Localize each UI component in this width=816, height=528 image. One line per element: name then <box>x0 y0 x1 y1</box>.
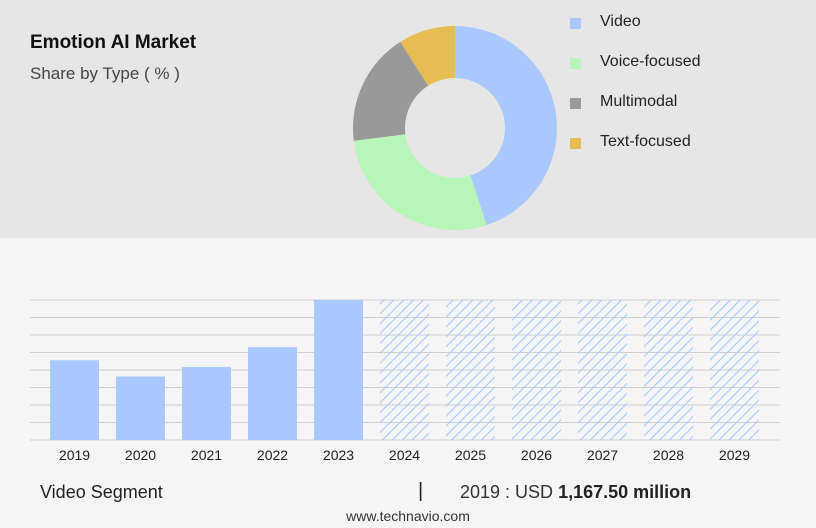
bar-chart: 2019 2020 2021 2022 2023 2024 2025 2026 2027 2028… <box>30 299 780 463</box>
donut-slice-video <box>455 26 558 226</box>
legend-swatch-video <box>570 18 581 29</box>
footer-value-prefix: 2019 : USD <box>460 482 554 502</box>
footer-segment-label: Video Segment <box>40 482 163 502</box>
footer-value-amount: 1,167.50 million <box>558 482 692 502</box>
bar-forecast-2028 <box>644 300 693 440</box>
donut-slice-voice-focused <box>353 134 487 231</box>
x-tick-label-2020: 2020 <box>125 447 156 463</box>
x-tick-label-2021: 2021 <box>191 447 222 463</box>
legend-swatch-text-focused <box>570 138 581 149</box>
bar-2022 <box>248 347 297 440</box>
x-tick-label-2019: 2019 <box>59 447 90 463</box>
footer-value: 2019 : USD 1,167.50 million <box>460 482 691 503</box>
watermark: www.technavio.com <box>346 508 470 524</box>
x-tick-label-2029: 2029 <box>719 447 750 463</box>
donut-slice-text-focused <box>400 26 455 86</box>
donut-chart <box>352 26 558 231</box>
x-tick-label-2023: 2023 <box>323 447 354 463</box>
x-tick-label-2028: 2028 <box>653 447 684 463</box>
chart-subtitle: Share by Type ( % ) <box>30 64 180 83</box>
legend-swatch-voice-focused <box>570 58 581 69</box>
legend-label-text-focused: Text-focused <box>600 133 691 150</box>
bar-forecast-2024 <box>380 300 429 440</box>
x-tick-label-2024: 2024 <box>389 447 420 463</box>
bar-2019 <box>50 360 99 440</box>
legend-swatch-multimodal <box>570 98 581 109</box>
bar-forecast-2029 <box>710 300 759 440</box>
footer-separator: | <box>418 480 424 502</box>
legend-label-video: Video <box>600 13 641 30</box>
legend-label-multimodal: Multimodal <box>600 93 678 110</box>
bar-2020 <box>116 376 165 440</box>
x-tick-label-2025: 2025 <box>455 447 486 463</box>
legend-label-voice-focused: Voice-focused <box>600 53 701 70</box>
bar-forecast-2025 <box>446 300 495 440</box>
bar-2023 <box>314 300 363 440</box>
donut-slice-multimodal <box>352 41 429 141</box>
x-tick-label-2026: 2026 <box>521 447 552 463</box>
bar-forecast-2027 <box>578 300 627 440</box>
x-tick-label-2022: 2022 <box>257 447 288 463</box>
chart-title: Emotion AI Market <box>30 32 197 53</box>
bar-2021 <box>182 366 231 440</box>
bar-forecast-2026 <box>512 300 561 440</box>
x-tick-label-2027: 2027 <box>587 447 618 463</box>
